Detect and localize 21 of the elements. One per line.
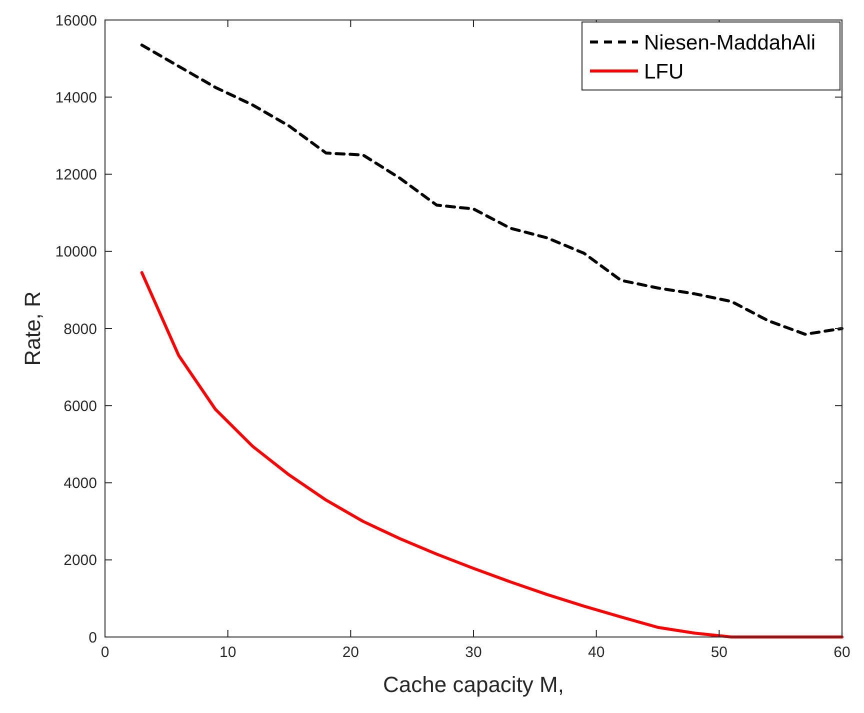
legend-label: Niesen-MaddahAli <box>644 31 816 54</box>
y-tick-label: 0 <box>88 629 97 646</box>
y-tick-label: 6000 <box>64 398 97 415</box>
x-tick-label: 20 <box>342 644 360 661</box>
y-tick-label: 4000 <box>64 475 97 492</box>
y-axis-title: Rate, R <box>20 291 45 366</box>
y-tick-label: 16000 <box>55 12 97 30</box>
x-tick-label: 50 <box>710 644 728 661</box>
y-tick-label: 10000 <box>55 244 97 261</box>
x-tick-label: 30 <box>465 644 482 661</box>
legend-label: LFU <box>644 60 684 84</box>
y-tick-label: 2000 <box>64 552 97 570</box>
y-tick-label: 12000 <box>55 166 97 184</box>
y-tick-label: 14000 <box>55 89 97 106</box>
x-tick-label: 60 <box>834 644 850 661</box>
x-axis-title: Cache capacity M, <box>383 672 564 697</box>
line-series <box>140 271 844 638</box>
x-tick-label: 10 <box>219 644 236 661</box>
y-tick-label: 8000 <box>64 320 97 338</box>
x-tick-label: 0 <box>100 644 110 661</box>
x-tick-label: 40 <box>588 644 605 661</box>
